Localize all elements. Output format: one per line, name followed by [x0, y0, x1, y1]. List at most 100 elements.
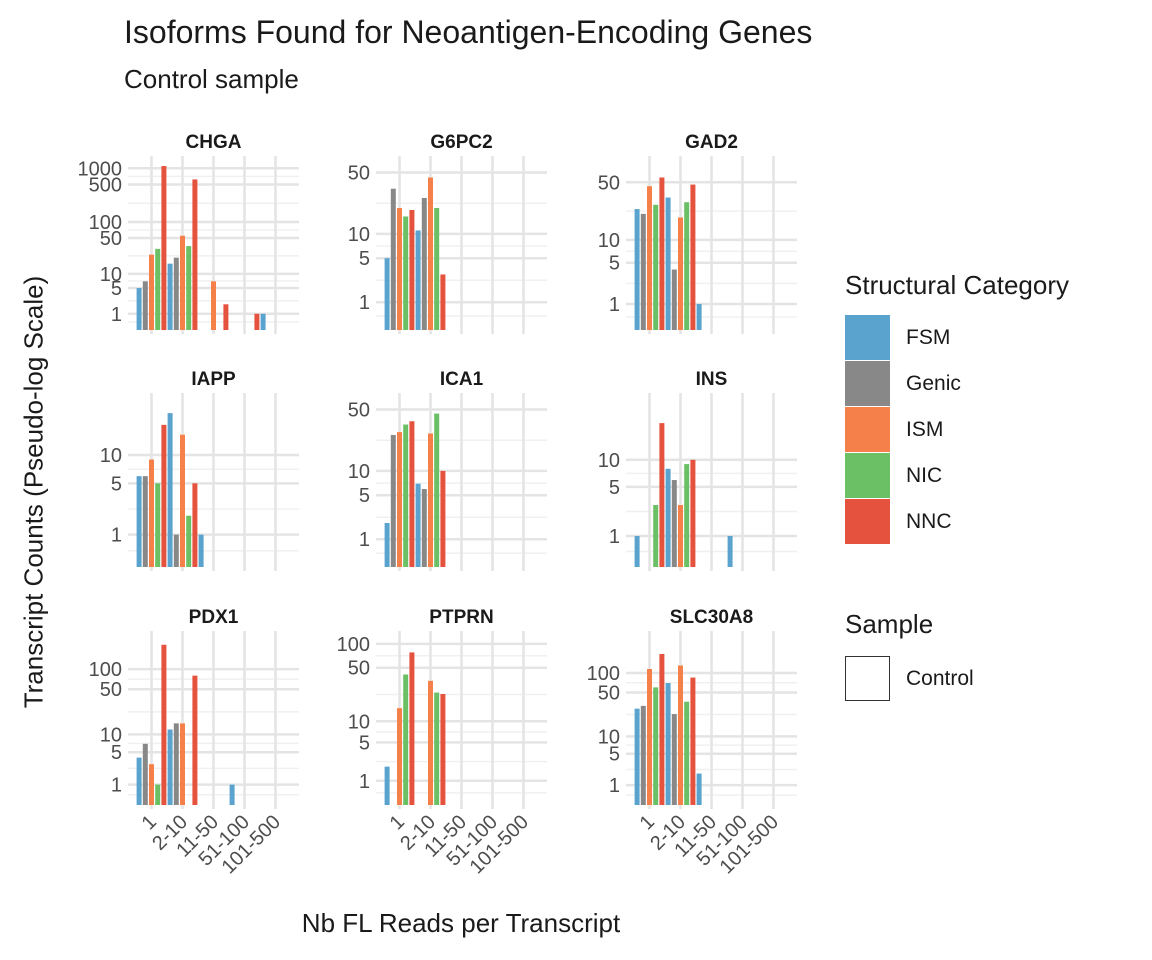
bar-slc30a8-nnc-1 — [659, 653, 665, 805]
bar-gad2-fsm-2-10 — [665, 197, 671, 330]
bar-pdx1-genic-2-10 — [173, 723, 179, 805]
bar-slc30a8-genic-2-10 — [671, 714, 677, 805]
bar-ica1-fsm-2-10 — [415, 483, 421, 567]
bar-ica1-nnc-1 — [409, 421, 415, 567]
panel-title-chga: CHGA — [186, 132, 242, 153]
y-tick-label: 1 — [609, 526, 620, 548]
legend-label-control: Control — [906, 667, 974, 690]
bar-ica1-ism-2-10 — [428, 433, 433, 567]
bar-ins-nnc-1 — [659, 423, 665, 567]
y-tick-label: 50 — [348, 658, 370, 680]
legend-key-genic — [845, 361, 890, 406]
bar-chga-nic-1 — [155, 248, 161, 330]
y-tick-label: 50 — [598, 683, 620, 705]
y-tick-label: 5 — [111, 473, 122, 495]
bar-iapp-nic-2-10 — [186, 515, 192, 567]
panel-title-ica1: ICA1 — [440, 369, 484, 390]
bar-slc30a8-fsm-2-10 — [665, 683, 671, 805]
legend-label-nnc: NNC — [906, 510, 952, 533]
bar-pdx1-nic-1 — [155, 784, 161, 805]
bar-g6pc2-ism-1 — [397, 208, 402, 330]
legend-label-nic: NIC — [906, 464, 943, 487]
y-tick-label: 1 — [359, 771, 370, 793]
legend-key-nnc — [845, 499, 890, 544]
bar-gad2-nnc-1 — [659, 177, 665, 330]
bar-ica1-nic-1 — [403, 424, 409, 567]
y-tick-label: 5 — [609, 477, 620, 499]
y-tick-label: 50 — [598, 172, 620, 194]
bar-slc30a8-genic-1 — [640, 705, 646, 805]
panel-title-iapp: IAPP — [191, 369, 236, 390]
bar-ins-nic-2-10 — [684, 464, 690, 567]
bar-g6pc2-genic-2-10 — [421, 197, 427, 330]
panel-title-pdx1: PDX1 — [189, 607, 239, 628]
x-axis-label: Nb FL Reads per Transcript — [301, 908, 621, 938]
y-tick-label: 1 — [111, 525, 122, 547]
bar-ica1-nic-2-10 — [434, 413, 440, 567]
y-tick-label: 10 — [598, 726, 620, 748]
bar-slc30a8-ism-2-10 — [678, 665, 683, 805]
bar-chga-nnc-51-100 — [254, 313, 260, 330]
y-tick-label: 5 — [359, 248, 370, 270]
y-tick-label: 10 — [598, 450, 620, 472]
bar-ica1-nnc-2-10 — [440, 470, 446, 567]
bar-chga-fsm-101-500 — [260, 313, 266, 330]
bar-iapp-ism-2-10 — [180, 434, 185, 567]
bar-ptprn-nnc-2-10 — [440, 694, 446, 805]
bar-ptprn-nnc-1 — [409, 652, 415, 805]
bar-chga-nnc-1 — [161, 166, 167, 330]
legend-fill-title: Structural Category — [845, 270, 1069, 300]
y-tick-label: 5 — [111, 742, 122, 764]
chart-subtitle: Control sample — [124, 64, 299, 94]
bar-chga-fsm-2-10 — [167, 263, 173, 330]
bar-ins-nnc-2-10 — [690, 459, 696, 567]
y-tick-label: 1 — [111, 775, 122, 797]
bar-ins-ism-2-10 — [678, 505, 683, 567]
panel-title-ptprn: PTPRN — [429, 607, 493, 628]
y-tick-label: 10 — [348, 461, 370, 483]
bar-chga-nic-2-10 — [186, 246, 192, 330]
y-tick-label: 5 — [111, 278, 122, 300]
bar-ica1-genic-1 — [390, 434, 396, 567]
bar-g6pc2-nic-1 — [403, 216, 409, 330]
y-tick-label: 100 — [89, 212, 122, 234]
bar-ins-fsm-2-10 — [665, 468, 671, 567]
y-tick-label: 10 — [598, 230, 620, 252]
bar-chga-fsm-1 — [136, 288, 142, 330]
chart-title: Isoforms Found for Neoantigen-Encoding G… — [124, 14, 813, 50]
bar-iapp-fsm-11-50 — [198, 534, 204, 567]
bar-iapp-nic-1 — [155, 483, 161, 567]
y-tick-label: 500 — [89, 174, 122, 196]
legend-key-ism — [845, 407, 890, 452]
bar-ptprn-nic-1 — [403, 674, 409, 805]
bar-ptprn-fsm-1 — [384, 766, 390, 805]
bar-pdx1-fsm-1 — [136, 757, 142, 805]
y-tick-label: 1 — [609, 294, 620, 316]
y-tick-label: 10 — [348, 711, 370, 733]
panel-title-g6pc2: G6PC2 — [430, 132, 492, 153]
bar-iapp-nnc-1 — [161, 424, 167, 567]
bar-gad2-fsm-11-50 — [696, 303, 702, 330]
bar-pdx1-fsm-51-100 — [229, 784, 235, 805]
panel-title-slc30a8: SLC30A8 — [670, 607, 753, 628]
bar-gad2-nic-1 — [653, 204, 659, 330]
y-tick-label: 5 — [609, 744, 620, 766]
bar-ins-genic-2-10 — [671, 480, 677, 567]
y-tick-label: 50 — [348, 162, 370, 184]
bar-ins-nic-1 — [653, 505, 659, 567]
bar-chga-genic-1 — [142, 281, 148, 330]
bar-ica1-ism-1 — [397, 432, 402, 567]
bar-chga-ism-2-10 — [180, 235, 185, 330]
bar-g6pc2-genic-1 — [390, 188, 396, 330]
legend-key-control — [845, 656, 890, 701]
bar-slc30a8-nic-1 — [653, 687, 659, 805]
bar-gad2-genic-2-10 — [671, 269, 677, 330]
bar-slc30a8-ism-1 — [647, 668, 652, 805]
bar-g6pc2-fsm-1 — [384, 258, 390, 330]
legend-sample-title: Sample — [845, 609, 934, 639]
legend-label-fsm: FSM — [906, 326, 951, 349]
y-tick-label: 1 — [359, 292, 370, 314]
bar-gad2-ism-1 — [647, 186, 652, 330]
bar-pdx1-nnc-2-10 — [192, 675, 198, 805]
bar-pdx1-nnc-1 — [161, 644, 167, 805]
